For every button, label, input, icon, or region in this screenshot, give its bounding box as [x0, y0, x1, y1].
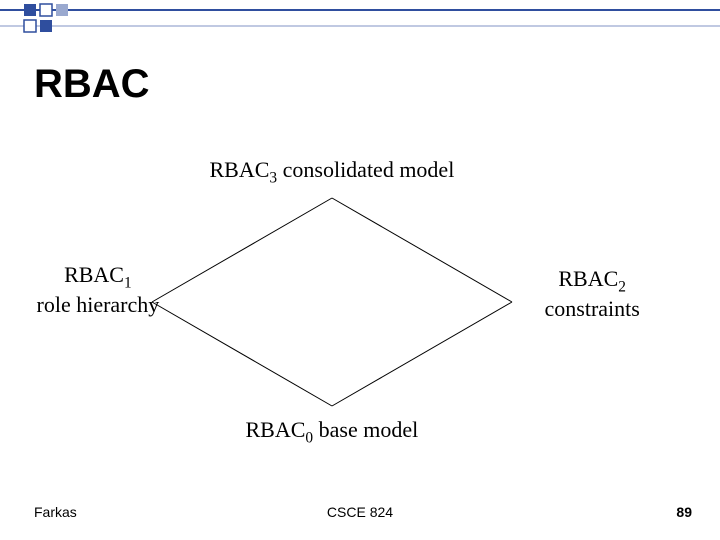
node-right-label: RBAC2constraints [545, 266, 640, 323]
node-bottom-label: RBAC0 base model [246, 417, 419, 448]
footer-page-number: 89 [676, 504, 692, 520]
node-left-label: RBAC1role hierarchy [37, 262, 160, 319]
footer-course: CSCE 824 [327, 504, 393, 520]
node-top-label: RBAC3 consolidated model [210, 157, 455, 188]
footer-author: Farkas [34, 504, 77, 520]
